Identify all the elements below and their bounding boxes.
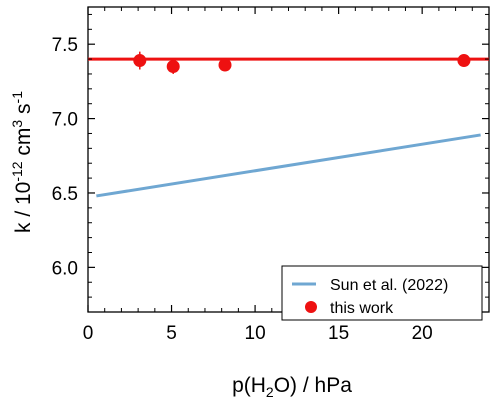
x-axis: 0 5 10 15 20 — [83, 7, 490, 344]
y-tick-label: 7.5 — [52, 35, 78, 56]
legend: Sun et al. (2022) this work — [281, 265, 483, 321]
legend-label-this-work: this work — [330, 300, 394, 317]
data-point — [166, 60, 180, 74]
data-point — [133, 54, 147, 68]
y-axis-label: k / 10-12 cm3 s-1 — [9, 91, 35, 233]
x-tick-label: 15 — [328, 323, 349, 344]
y-tick-label: 6.5 — [52, 184, 78, 205]
data-marks — [88, 51, 489, 198]
x-tick-label: 0 — [83, 323, 94, 344]
x-tick-label: 20 — [412, 323, 433, 344]
x-tick-label: 5 — [166, 323, 177, 344]
data-point — [218, 58, 232, 72]
y-tick-label: 6.0 — [52, 258, 78, 279]
x-axis-label: p(H2O) / hPa — [232, 374, 352, 400]
series-sun-line — [96, 133, 481, 198]
data-point — [457, 54, 471, 68]
y-tick-label: 7.0 — [52, 110, 78, 131]
legend-label-sun: Sun et al. (2022) — [330, 277, 448, 294]
y-axis: 6.0 6.5 7.0 7.5 — [52, 13, 489, 298]
legend-swatch-this-work — [305, 301, 317, 313]
x-tick-label: 10 — [245, 323, 266, 344]
